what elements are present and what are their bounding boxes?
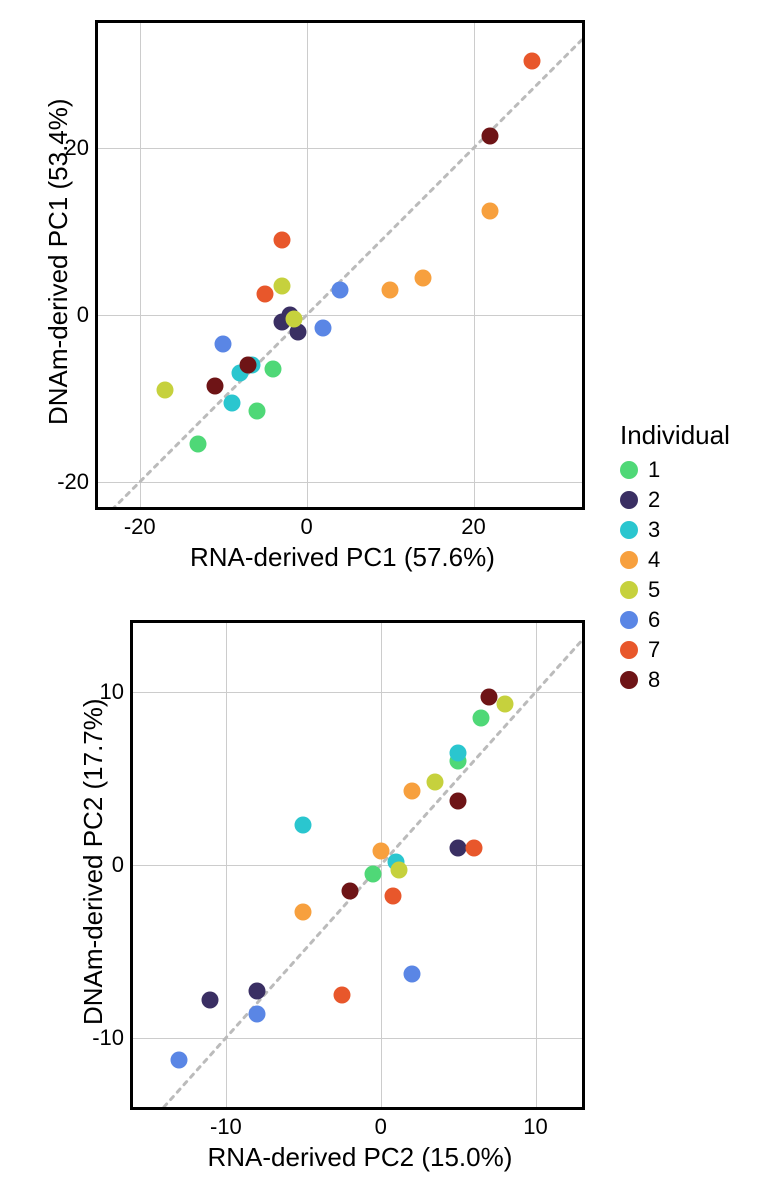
data-point: [332, 282, 349, 299]
data-point: [482, 127, 499, 144]
legend-label: 6: [648, 607, 660, 633]
data-point: [372, 843, 389, 860]
data-point: [265, 361, 282, 378]
data-point: [391, 862, 408, 879]
diagonal-line: [98, 23, 582, 507]
data-point: [334, 986, 351, 1003]
legend-row: 1: [620, 457, 730, 483]
data-point: [426, 774, 443, 791]
legend-dot-icon: [620, 491, 638, 509]
data-point: [473, 710, 490, 727]
data-point: [415, 269, 432, 286]
legend-row: 8: [620, 667, 730, 693]
gridline-v: [474, 23, 475, 507]
data-point: [482, 202, 499, 219]
legend-label: 5: [648, 577, 660, 603]
data-point: [286, 311, 303, 328]
data-point: [215, 336, 232, 353]
legend-dot-icon: [620, 581, 638, 599]
legend-label: 3: [648, 517, 660, 543]
chart2-frame: [130, 620, 585, 1110]
gridline-v: [307, 23, 308, 507]
data-point: [248, 403, 265, 420]
data-point: [273, 231, 290, 248]
data-point: [295, 903, 312, 920]
data-point: [206, 378, 223, 395]
ytick: 10: [100, 679, 124, 705]
data-point: [256, 286, 273, 303]
legend-row: 3: [620, 517, 730, 543]
gridline-h: [133, 865, 582, 866]
data-point: [295, 817, 312, 834]
xtick: 20: [461, 514, 485, 540]
legend-title: Individual: [620, 420, 730, 451]
legend-row: 7: [620, 637, 730, 663]
data-point: [223, 394, 240, 411]
gridline-h: [133, 1038, 582, 1039]
legend-dot-icon: [620, 671, 638, 689]
gridline-h: [98, 482, 582, 483]
data-point: [465, 839, 482, 856]
legend-row: 4: [620, 547, 730, 573]
legend: Individual 1 2 3 4 5 6 7 8: [620, 420, 730, 697]
xtick: 0: [375, 1114, 387, 1140]
data-point: [403, 965, 420, 982]
data-point: [315, 319, 332, 336]
legend-dot-icon: [620, 641, 638, 659]
legend-items: 1 2 3 4 5 6 7 8: [620, 457, 730, 693]
data-point: [385, 888, 402, 905]
legend-label: 2: [648, 487, 660, 513]
ytick: -10: [92, 1025, 124, 1051]
gridline-v: [140, 23, 141, 507]
legend-dot-icon: [620, 551, 638, 569]
data-point: [382, 282, 399, 299]
legend-dot-icon: [620, 611, 638, 629]
data-point: [156, 382, 173, 399]
legend-label: 1: [648, 457, 660, 483]
ytick: 0: [77, 302, 89, 328]
data-point: [496, 696, 513, 713]
legend-dot-icon: [620, 521, 638, 539]
data-point: [240, 357, 257, 374]
data-point: [450, 839, 467, 856]
data-point: [171, 1052, 188, 1069]
xtick: 10: [523, 1114, 547, 1140]
chart1-frame: [95, 20, 585, 510]
gridline-h: [133, 692, 582, 693]
chart2-xlabel: RNA-derived PC2 (15.0%): [208, 1142, 513, 1173]
data-point: [190, 436, 207, 453]
data-point: [450, 744, 467, 761]
legend-row: 5: [620, 577, 730, 603]
ytick: -20: [57, 469, 89, 495]
data-point: [248, 983, 265, 1000]
data-point: [248, 1005, 265, 1022]
ytick: 0: [112, 852, 124, 878]
data-point: [523, 52, 540, 69]
gridline-h: [98, 315, 582, 316]
legend-dot-icon: [620, 461, 638, 479]
gridline-h: [98, 148, 582, 149]
data-point: [364, 865, 381, 882]
chart1-xlabel: RNA-derived PC1 (57.6%): [190, 542, 495, 573]
data-point: [403, 782, 420, 799]
data-point: [450, 793, 467, 810]
chart2-ylabel: DNAm-derived PC2 (17.7%): [78, 698, 109, 1025]
xtick: -10: [210, 1114, 242, 1140]
legend-label: 8: [648, 667, 660, 693]
data-point: [481, 689, 498, 706]
data-point: [341, 882, 358, 899]
data-point: [202, 991, 219, 1008]
legend-row: 2: [620, 487, 730, 513]
legend-row: 6: [620, 607, 730, 633]
data-point: [273, 277, 290, 294]
legend-label: 7: [648, 637, 660, 663]
legend-label: 4: [648, 547, 660, 573]
xtick: 0: [300, 514, 312, 540]
xtick: -20: [124, 514, 156, 540]
figure-root: RNA-derived PC1 (57.6%) DNAm-derived PC1…: [0, 0, 780, 1200]
ytick: 20: [65, 135, 89, 161]
